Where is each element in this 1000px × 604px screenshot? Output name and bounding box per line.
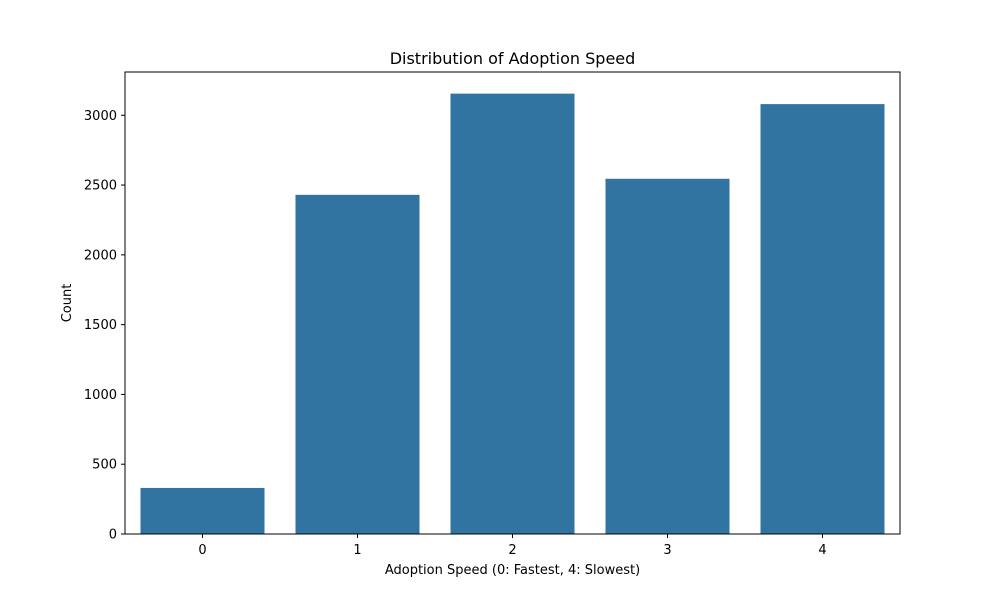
- y-tick-label: 1500: [84, 318, 117, 333]
- y-axis: 0 500 1000 1500 2000 2500 3000: [84, 109, 125, 543]
- bar-2: [450, 93, 575, 535]
- bar-4: [760, 104, 885, 534]
- x-axis: 0 1 2 3 4: [198, 534, 827, 558]
- bar-1: [295, 194, 420, 534]
- bar-0: [140, 487, 265, 534]
- x-tick-label: 0: [198, 543, 206, 558]
- y-axis-label: Count: [60, 284, 75, 323]
- y-tick-label: 2500: [84, 179, 117, 194]
- x-tick-label: 1: [353, 543, 361, 558]
- y-tick-label: 0: [109, 528, 117, 543]
- chart-title: Distribution of Adoption Speed: [390, 49, 636, 68]
- y-tick-label: 3000: [84, 109, 117, 124]
- x-axis-label: Adoption Speed (0: Fastest, 4: Slowest): [385, 563, 640, 578]
- bar-3: [605, 178, 730, 534]
- y-tick-label: 500: [92, 458, 117, 473]
- x-tick-label: 3: [663, 543, 671, 558]
- y-tick-label: 2000: [84, 248, 117, 263]
- y-tick-label: 1000: [84, 388, 117, 403]
- x-tick-label: 4: [818, 543, 826, 558]
- x-tick-label: 2: [508, 543, 516, 558]
- bars-layer: [140, 93, 885, 535]
